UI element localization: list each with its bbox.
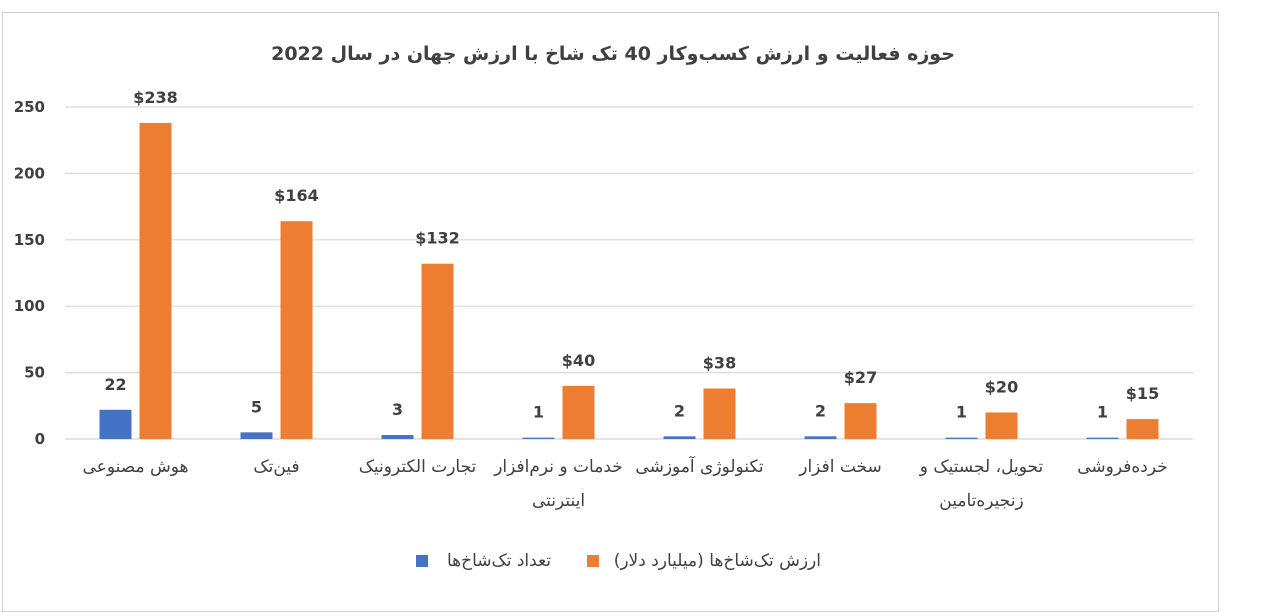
bar-series-2 [562, 385, 595, 439]
data-labels: 22 $238 5 $164 3 $132 1 $40 2 $38 2 $27 1 $20 1 $15 [104, 88, 1159, 422]
data-label: $238 [133, 88, 178, 107]
y-tick-label: 250 [14, 98, 45, 116]
data-label: 1 [533, 403, 544, 422]
x-tick-label: اینترنتی [532, 491, 585, 511]
bar-series-2 [844, 403, 877, 439]
y-axis-ticks: 0 50 100 150 200 250 [14, 98, 45, 448]
bar-series-2 [985, 412, 1018, 439]
data-label: $132 [415, 229, 460, 248]
y-tick-label: 150 [14, 231, 45, 249]
data-label: 2 [674, 401, 685, 420]
bar-series-1 [945, 437, 978, 439]
chart-frame: حوزه فعالیت و ارزش کسب‌وکار 40 تک شاخ با… [2, 12, 1219, 612]
x-tick-label: تحویل، لجستیک و [919, 457, 1044, 477]
bar-series-1 [381, 435, 414, 439]
x-tick-label: زنجیره‌تامین [939, 491, 1023, 511]
x-axis-ticks: هوش مصنوعی فین‌تک تجارت الکترونیک خدمات و ن… [83, 455, 1168, 511]
bar-series-1 [804, 436, 837, 439]
data-label: $164 [274, 186, 319, 205]
legend-swatch [416, 555, 428, 567]
bar-series-1 [663, 436, 696, 439]
data-label: $15 [1126, 384, 1159, 403]
bar-series-1 [99, 409, 132, 439]
x-tick-label: تکنولوژی آموزشی [635, 455, 763, 477]
bar-chart: حوزه فعالیت و ارزش کسب‌وکار 40 تک شاخ با… [14, 43, 1193, 571]
bar-series-1 [1086, 437, 1119, 439]
bar-series-1 [240, 432, 273, 439]
data-label: 1 [1097, 403, 1108, 422]
data-label: $20 [985, 377, 1018, 396]
data-label: $40 [562, 351, 595, 370]
x-tick-label: سخت افزار [798, 457, 881, 477]
bar-series-2 [1126, 419, 1159, 439]
legend-label: ارزش تک‌شاخ‌ها (میلیارد دلار) [614, 551, 821, 571]
x-tick-label: خدمات و نرم‌افزار [493, 457, 623, 477]
data-label: 2 [815, 401, 826, 420]
bar-series-2 [139, 122, 172, 439]
y-tick-label: 100 [14, 297, 45, 315]
gridlines [65, 106, 1193, 440]
bars [99, 122, 1159, 439]
x-tick-label: فین‌تک [253, 457, 299, 477]
data-label: 22 [104, 375, 126, 394]
y-tick-label: 0 [35, 430, 45, 448]
y-tick-label: 50 [24, 364, 45, 382]
data-label: 5 [251, 397, 262, 416]
bar-series-2 [421, 263, 454, 439]
chart-title: حوزه فعالیت و ارزش کسب‌وکار 40 تک شاخ با… [271, 43, 955, 65]
data-label: 1 [956, 403, 967, 422]
legend-swatch [587, 555, 599, 567]
x-tick-label: خرده‌فروشی [1077, 457, 1168, 477]
x-tick-label: هوش مصنوعی [83, 457, 189, 477]
legend-label: تعداد تک‌شاخ‌ها [447, 551, 551, 571]
data-label: 3 [392, 400, 403, 419]
x-tick-label: تجارت الکترونیک [359, 457, 477, 477]
y-tick-label: 200 [14, 164, 45, 182]
legend: تعداد تک‌شاخ‌ها ارزش تک‌شاخ‌ها (میلیارد د… [416, 551, 821, 571]
bar-series-2 [280, 221, 313, 439]
data-label: $38 [703, 354, 736, 373]
bar-series-2 [703, 388, 736, 439]
bar-series-1 [522, 437, 555, 439]
data-label: $27 [844, 368, 877, 387]
